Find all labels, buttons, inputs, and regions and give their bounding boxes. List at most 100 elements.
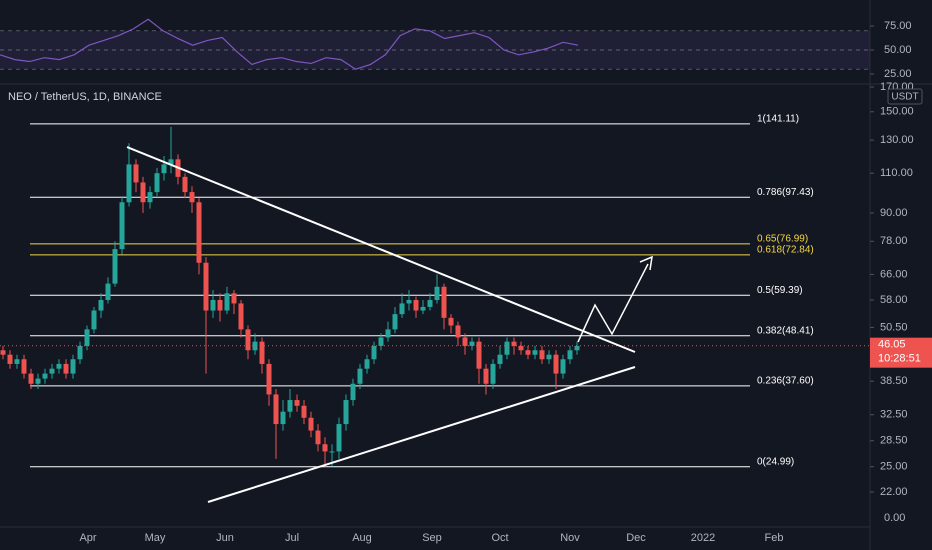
candle-body	[112, 249, 118, 284]
currency-box	[887, 88, 923, 105]
candle-body	[371, 345, 377, 360]
y-tick-label: 66.00	[880, 268, 908, 280]
candle-body	[329, 451, 335, 453]
candle-body	[196, 202, 202, 263]
y-tick-label: 90.00	[880, 207, 908, 219]
candle-body	[294, 400, 300, 406]
candle-body	[455, 325, 461, 338]
x-tick-label: Jul	[285, 532, 299, 544]
candle-body	[280, 411, 286, 425]
fib-label: 0.5(59.39)	[757, 285, 803, 296]
candle-body	[511, 341, 517, 346]
candle-body	[252, 341, 258, 351]
candle-body	[490, 363, 496, 384]
currency-label: USDT	[891, 92, 918, 103]
candle-body	[238, 303, 244, 330]
candle-body	[497, 354, 503, 364]
y-tick-label: 110.00	[880, 167, 913, 179]
x-tick-label: Sep	[422, 532, 442, 544]
fib-label: 0.236(37.60)	[757, 375, 814, 386]
candle-body	[469, 341, 475, 346]
candle-body	[147, 192, 153, 203]
candle-body	[441, 286, 447, 318]
candle-body	[525, 350, 531, 355]
candle-body	[63, 363, 69, 374]
candle-body	[406, 299, 412, 304]
candle-body	[350, 383, 356, 401]
price-pane	[0, 123, 870, 468]
candle-body	[420, 306, 426, 311]
candle-body	[49, 368, 55, 374]
countdown-label: 10:28:51	[878, 353, 921, 365]
candle-body	[42, 373, 48, 379]
trendline-lower	[207, 366, 636, 503]
candle-body	[413, 299, 419, 311]
rsi-pane	[0, 18, 870, 70]
fib-label: 0.786(97.43)	[757, 187, 814, 198]
candle-body	[231, 293, 237, 304]
y-tick-label: 32.50	[880, 409, 908, 421]
candle-body	[434, 286, 440, 300]
x-tick-label: Apr	[79, 532, 96, 544]
candle-body	[343, 400, 349, 425]
candle-body	[385, 329, 391, 338]
candle-body	[245, 329, 251, 351]
candle-body	[378, 337, 384, 346]
candle-body	[154, 173, 160, 193]
candle-body	[532, 350, 538, 355]
x-tick-label: May	[145, 532, 166, 544]
rsi-tick-label: 75.00	[884, 20, 912, 32]
fib-label: 0.65(76.99)	[757, 234, 808, 245]
candle-body	[364, 359, 370, 369]
rsi-tick-label: 25.00	[884, 68, 912, 80]
candle-body	[546, 354, 552, 360]
x-tick-label: Jun	[216, 532, 234, 544]
candle-body	[21, 359, 27, 374]
candle-body	[168, 159, 174, 165]
candle-body	[56, 363, 62, 369]
symbol-title: NEO / TetherUS, 1D, BINANCE	[8, 91, 162, 103]
candle-body	[476, 341, 482, 369]
x-tick-label: Oct	[491, 532, 508, 544]
candle-body	[287, 400, 293, 412]
candle-body	[553, 354, 559, 374]
candle-body	[210, 299, 216, 311]
candle-body	[399, 303, 405, 315]
candle-body	[119, 202, 125, 250]
drawings	[126, 146, 653, 503]
y-tick-label: 78.00	[880, 235, 908, 247]
candle-body	[518, 345, 524, 351]
x-tick-label: Nov	[560, 532, 580, 544]
candle-body	[560, 359, 566, 374]
candle-body	[462, 337, 468, 346]
axes: 170.00150.00130.00110.0090.0078.0066.005…	[79, 20, 932, 544]
candle-body	[308, 417, 314, 431]
candle-body	[301, 405, 307, 418]
x-tick-label: Dec	[626, 532, 646, 544]
candle-body	[189, 192, 195, 203]
candle-body	[392, 314, 398, 330]
candle-body	[266, 363, 272, 395]
candle-body	[77, 345, 83, 360]
y-tick-label: 50.50	[880, 321, 908, 333]
y-tick-label: 22.00	[880, 486, 908, 498]
fib-label: 1(141.11)	[757, 114, 799, 125]
candle-body	[35, 378, 41, 384]
candle-body	[504, 341, 510, 355]
candle-body	[224, 293, 230, 311]
last-price-label: 46.05	[878, 339, 906, 351]
candle-body	[98, 299, 104, 311]
fib-label: 0(24.99)	[757, 456, 794, 467]
candle-body	[105, 283, 111, 300]
x-tick-label: Aug	[352, 532, 372, 544]
candle-body	[182, 176, 188, 193]
candle-body	[427, 299, 433, 307]
fib-label: 0.382(48.41)	[757, 325, 814, 336]
candle-body	[133, 164, 139, 183]
candle-body	[28, 373, 34, 384]
last-price-tag	[870, 337, 932, 368]
rsi-tick-label: 50.00	[884, 44, 912, 56]
candle-body	[336, 424, 342, 452]
x-tick-label: 2022	[691, 532, 715, 544]
